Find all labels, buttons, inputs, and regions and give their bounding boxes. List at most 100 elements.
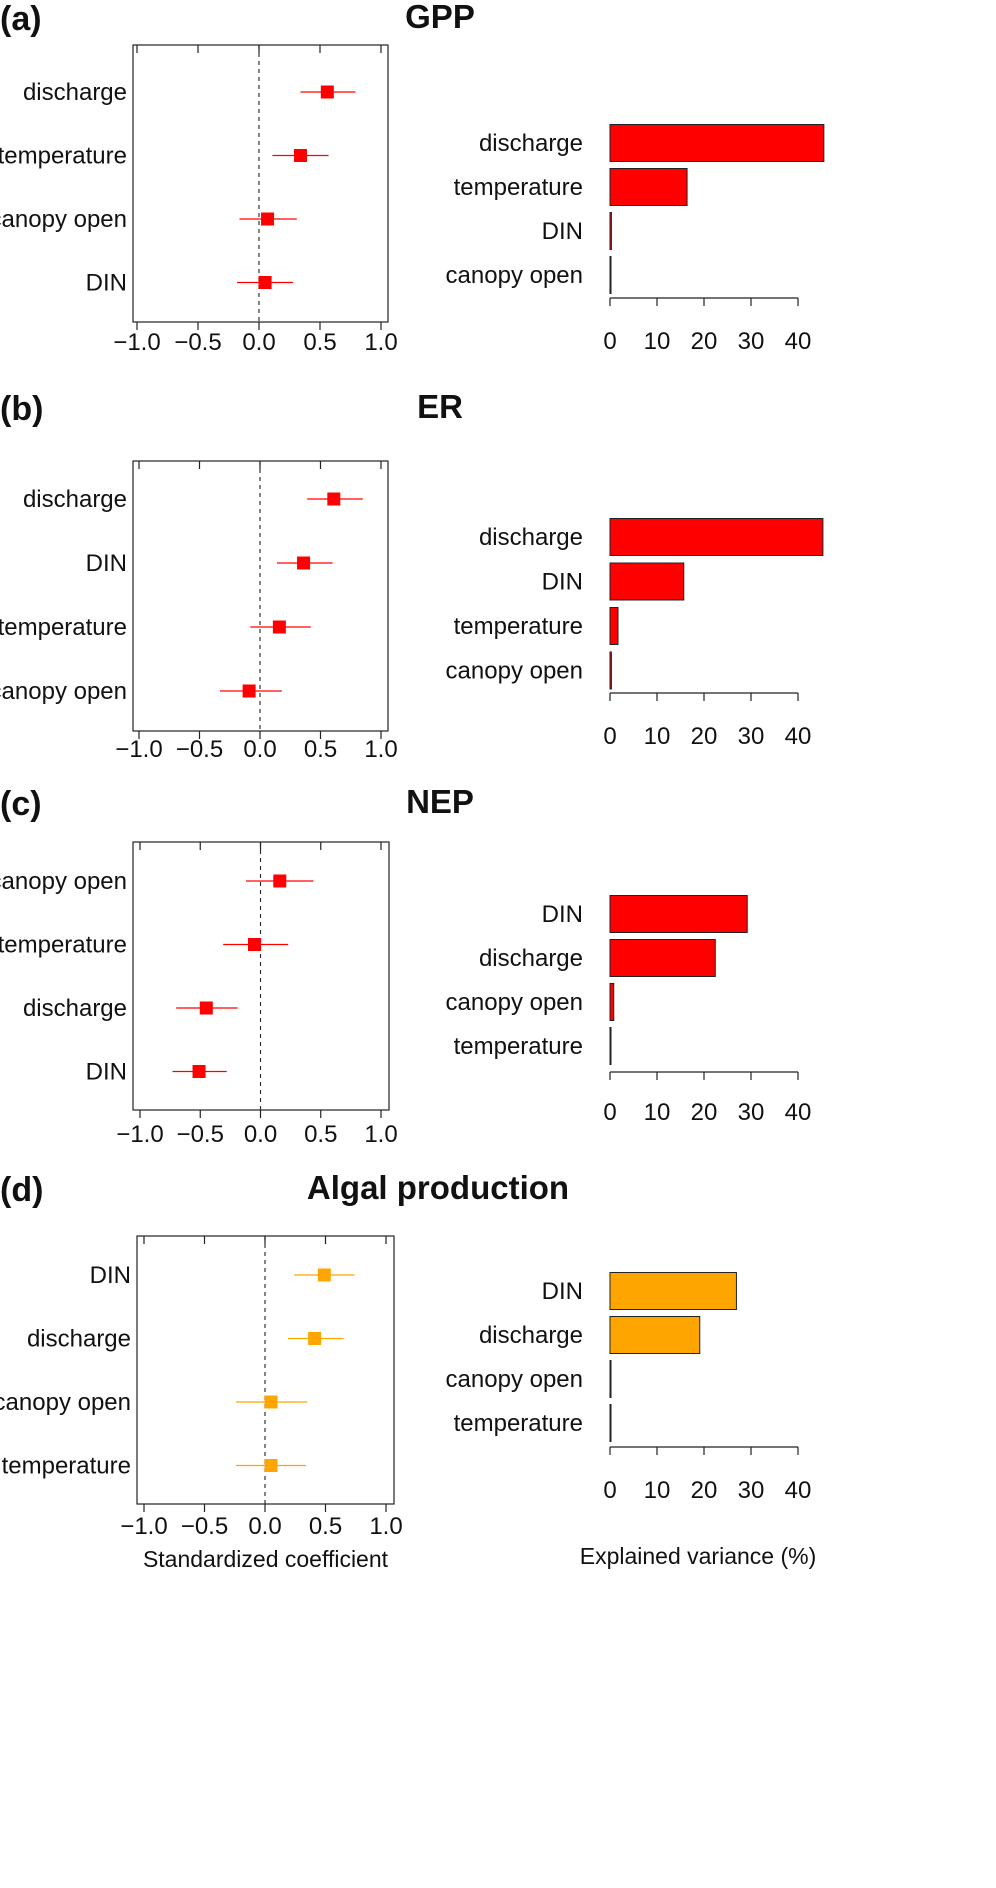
coef-category-label: canopy open bbox=[0, 868, 127, 895]
variance-bar bbox=[609, 651, 612, 690]
coef-category-label: DIN bbox=[86, 1059, 127, 1086]
panel-title: NEP bbox=[406, 783, 474, 820]
panel-3: (d) Algal production −1.0 −0.5 0.0 0.5 1.0 DIN d… bbox=[0, 1169, 816, 1572]
variance-tick-label: 10 bbox=[644, 723, 671, 750]
coefficient-point bbox=[264, 1395, 278, 1409]
coefficient-point bbox=[199, 1001, 213, 1015]
variance-tick-label: 0 bbox=[603, 328, 616, 355]
x-tick-label: −1.0 bbox=[113, 329, 160, 356]
variance-category-label: DIN bbox=[542, 218, 583, 245]
variance-tick-label: 0 bbox=[603, 1477, 616, 1504]
x-tick-label: 0.0 bbox=[242, 329, 275, 356]
coefficient-point bbox=[247, 938, 261, 951]
x-tick-label: −0.5 bbox=[174, 329, 221, 356]
coef-category-label: discharge bbox=[23, 486, 127, 513]
coef-category-label: DIN bbox=[86, 270, 127, 297]
coef-category-label: discharge bbox=[23, 79, 127, 106]
variance-bar bbox=[609, 168, 688, 206]
variance-category-label: canopy open bbox=[446, 989, 583, 1016]
variance-bar bbox=[609, 1272, 737, 1310]
variance-tick-label: 40 bbox=[785, 328, 812, 355]
coef-category-label: canopy open bbox=[0, 678, 127, 705]
x-tick-label: 0.5 bbox=[304, 736, 337, 763]
panel-letter: (d) bbox=[0, 1171, 43, 1209]
variance-tick-label: 30 bbox=[738, 1477, 765, 1504]
variance-tick-label: 30 bbox=[738, 328, 765, 355]
panel-0: (a) GPP −1.0 −0.5 0.0 0.5 1.0 discharge temperat… bbox=[0, 0, 825, 356]
variance-tick-label: 10 bbox=[644, 328, 671, 355]
x-tick-label: 0.5 bbox=[309, 1513, 342, 1540]
variance-bar bbox=[609, 939, 716, 977]
variance-category-label: temperature bbox=[454, 174, 583, 201]
coefficient-point bbox=[297, 556, 311, 570]
x-tick-label: −1.0 bbox=[116, 1121, 163, 1148]
x-tick-label: 0.0 bbox=[244, 1121, 277, 1148]
coefficient-point bbox=[258, 276, 272, 289]
x-tick-label: −0.5 bbox=[176, 736, 223, 763]
variance-category-label: temperature bbox=[454, 613, 583, 640]
variance-bar bbox=[609, 124, 825, 162]
coef-category-label: temperature bbox=[0, 143, 127, 170]
coef-category-label: temperature bbox=[2, 1453, 131, 1480]
panel-title: ER bbox=[417, 388, 463, 425]
variance-bar bbox=[609, 562, 685, 601]
coefficient-point bbox=[327, 492, 341, 506]
panel-title: GPP bbox=[405, 0, 475, 35]
variance-bar bbox=[609, 1360, 612, 1398]
coefficient-point bbox=[293, 149, 307, 162]
variance-category-label: DIN bbox=[542, 1278, 583, 1305]
coef-category-label: temperature bbox=[0, 932, 127, 959]
coef-category-label: temperature bbox=[0, 614, 127, 641]
x-tick-label: 0.5 bbox=[303, 329, 336, 356]
variance-tick-label: 40 bbox=[785, 723, 812, 750]
coefficient-point bbox=[320, 85, 334, 99]
coef-plot-frame bbox=[132, 44, 389, 323]
panel-title: Algal production bbox=[307, 1169, 569, 1206]
variance-category-label: discharge bbox=[479, 524, 583, 551]
x-tick-label: 0.0 bbox=[248, 1513, 281, 1540]
variance-bar bbox=[609, 983, 615, 1021]
variance-tick-label: 20 bbox=[691, 328, 718, 355]
variance-bar bbox=[609, 256, 612, 294]
variance-category-label: DIN bbox=[542, 901, 583, 928]
variance-category-label: discharge bbox=[479, 1322, 583, 1349]
coefficient-point bbox=[242, 684, 256, 698]
coefficient-point bbox=[261, 212, 275, 226]
variance-plot: DIN discharge canopy open temperature 0 10 20 3… bbox=[446, 1272, 817, 1569]
variance-category-label: canopy open bbox=[446, 1366, 583, 1393]
coef-category-label: canopy open bbox=[0, 206, 127, 233]
coef-plot: −1.0 −0.5 0.0 0.5 1.0 discharge DIN temperature… bbox=[0, 460, 398, 763]
variance-bar bbox=[609, 518, 824, 556]
variance-tick-label: 30 bbox=[738, 1099, 765, 1126]
x-tick-label: 1.0 bbox=[364, 329, 397, 356]
variance-plot: discharge temperature DIN canopy open 0 10 20 3… bbox=[446, 124, 825, 355]
coef-category-label: DIN bbox=[86, 550, 127, 577]
variance-bar bbox=[609, 1316, 701, 1354]
x-axis-title: Standardized coefficient bbox=[143, 1546, 389, 1572]
variance-bar bbox=[609, 1404, 612, 1442]
variance-tick-label: 10 bbox=[644, 1477, 671, 1504]
variance-category-label: discharge bbox=[479, 945, 583, 972]
panel-1: (b) ER −1.0 −0.5 0.0 0.5 1.0 discharge DIN temper… bbox=[0, 388, 824, 763]
variance-plot: discharge DIN temperature canopy open 0 10 20 3… bbox=[446, 518, 824, 750]
x-tick-label: 1.0 bbox=[364, 1121, 397, 1148]
x-tick-label: −1.0 bbox=[115, 736, 162, 763]
variance-category-label: temperature bbox=[454, 1033, 583, 1060]
variance-bar bbox=[609, 895, 748, 933]
coef-plot: −1.0 −0.5 0.0 0.5 1.0 canopy open temperature d… bbox=[0, 841, 398, 1148]
x-tick-label: −0.5 bbox=[177, 1121, 224, 1148]
coef-category-label: discharge bbox=[23, 995, 127, 1022]
coef-category-label: canopy open bbox=[0, 1389, 131, 1416]
variance-axis-title: Explained variance (%) bbox=[580, 1543, 817, 1569]
panel-2: (c) NEP −1.0 −0.5 0.0 0.5 1.0 canopy open temper… bbox=[0, 783, 811, 1148]
coef-category-label: DIN bbox=[90, 1262, 131, 1289]
coefficient-point bbox=[308, 1332, 322, 1345]
coefficient-point bbox=[192, 1065, 206, 1078]
coefficient-point bbox=[272, 620, 286, 634]
x-tick-label: 1.0 bbox=[369, 1513, 402, 1540]
variance-tick-label: 20 bbox=[691, 723, 718, 750]
variance-plot: DIN discharge canopy open temperature 0 10 20 3… bbox=[446, 895, 811, 1126]
variance-category-label: canopy open bbox=[446, 658, 583, 685]
x-tick-label: 1.0 bbox=[364, 736, 397, 763]
